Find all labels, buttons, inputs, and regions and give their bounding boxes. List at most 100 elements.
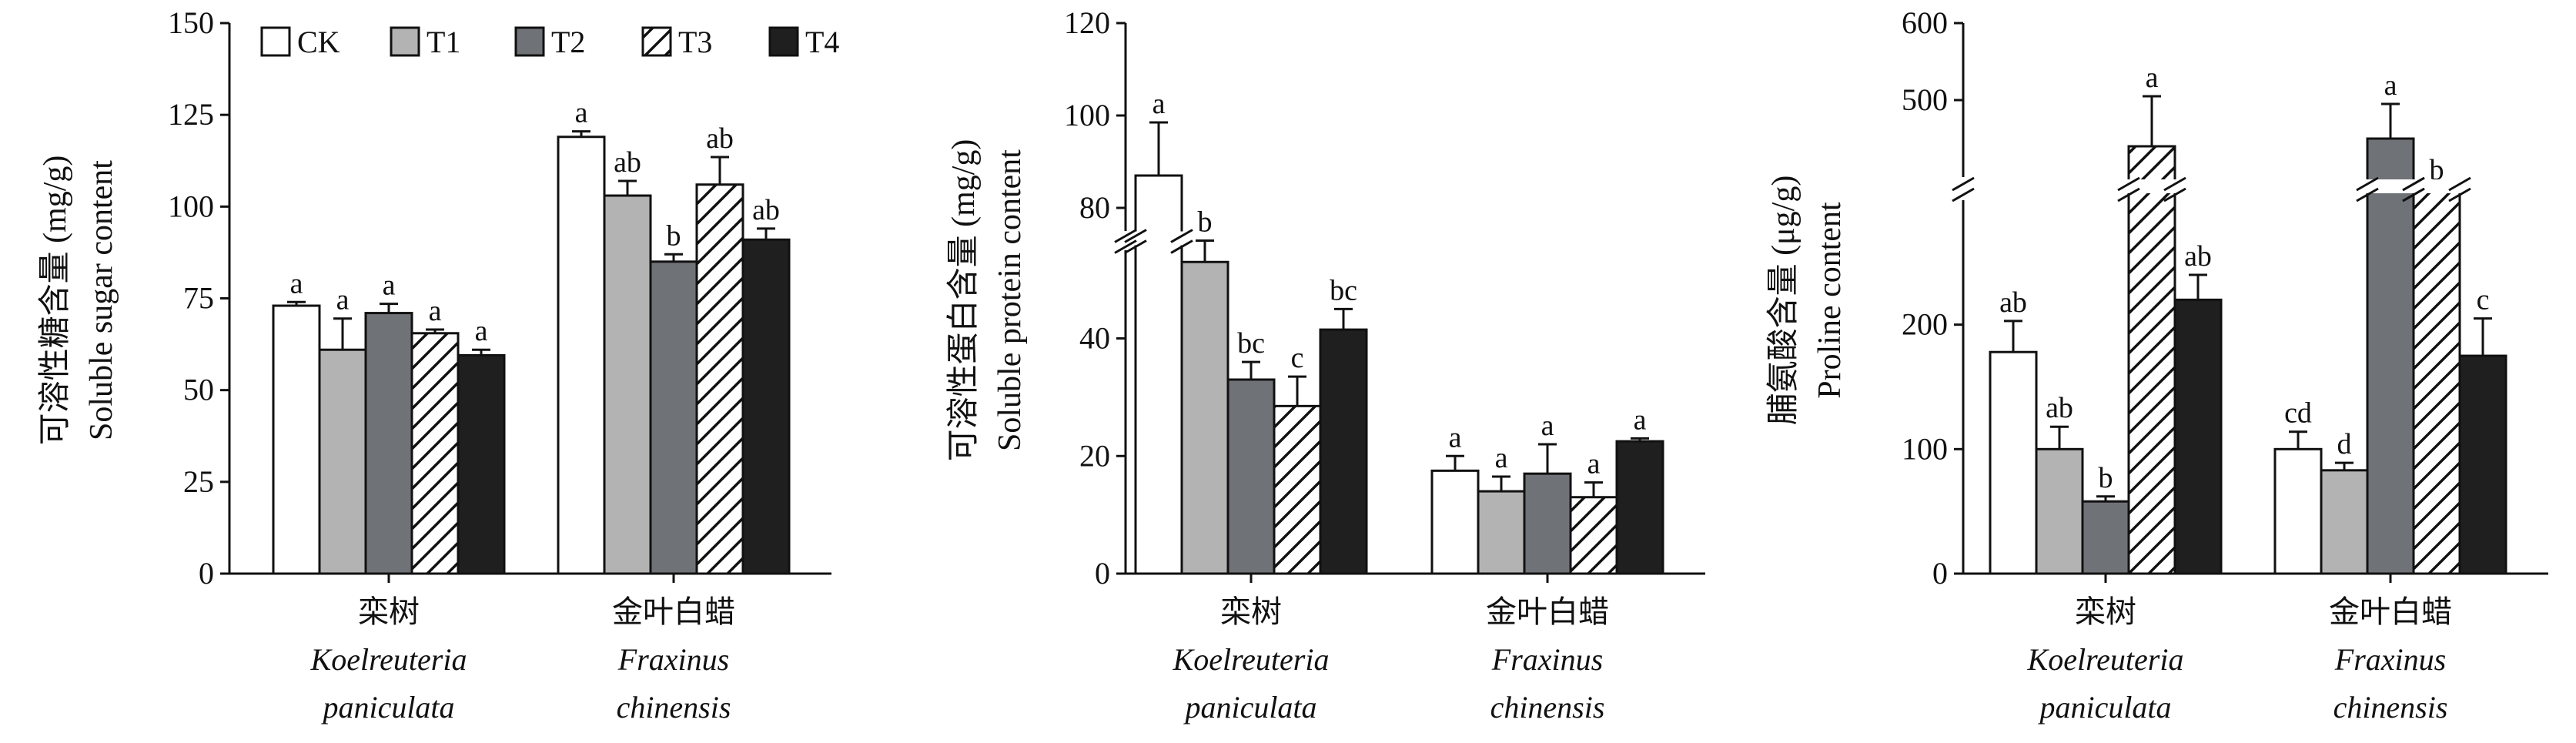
legend-swatch-T1	[390, 26, 420, 57]
y-tick-label: 150	[168, 5, 214, 40]
y-axis-label-en: Proline content	[1812, 202, 1848, 399]
y-axis-label-cn: 脯氨酸含量 (μg/g)	[1766, 176, 1802, 426]
legend-swatch-T3	[641, 26, 672, 57]
y-tick-label: 100	[168, 189, 214, 223]
significance-letter: ab	[706, 122, 734, 155]
group-label-latin: Koelreuteria	[310, 642, 467, 677]
significance-letter: ab	[1999, 286, 2027, 319]
legend-label: T1	[427, 25, 460, 59]
y-tick-label: 40	[1079, 321, 1110, 356]
legend-swatch-T4	[768, 26, 799, 57]
significance-letter: ab	[2046, 392, 2073, 424]
bar-break-mark	[2402, 176, 2425, 202]
significance-letter: a	[475, 315, 488, 347]
significance-letter: a	[1449, 421, 1462, 453]
group-label-latin: Fraxinus	[617, 642, 729, 677]
significance-letter: c	[1291, 342, 1304, 374]
bar-break-mark	[1124, 229, 1147, 254]
y-axis-label-en: Soluble sugar content	[84, 160, 119, 440]
bar-T1	[2320, 469, 2369, 575]
significance-letter: a	[575, 97, 588, 129]
bar-T1	[2035, 447, 2084, 575]
y-tick-label: 600	[1902, 5, 1948, 40]
y-tick-label: 80	[1079, 190, 1110, 225]
bar-break-mark	[2448, 176, 2471, 202]
significance-letter: ab	[614, 146, 641, 179]
chart-panel-1: 0 25 50 75 100 125 150 可溶性糖含量 (mg/g) Soluble sug…	[37, 5, 839, 725]
bar-T1	[1477, 490, 1526, 575]
significance-letter: a	[2384, 69, 2397, 102]
group-label-latin: paniculata	[1183, 690, 1316, 725]
bar-T3	[2412, 187, 2461, 575]
significance-letter: bc	[1237, 327, 1265, 360]
bar-break-mark	[2117, 176, 2140, 202]
bar-CK	[272, 304, 321, 575]
group-label-latin: Koelreuteria	[1173, 642, 1330, 677]
group-label-latin: Fraxinus	[2334, 642, 2446, 677]
bar-CK	[1989, 350, 2038, 575]
significance-letter: a	[1587, 448, 1601, 480]
legend-label: T3	[678, 25, 712, 59]
group-label-latin: chinensis	[617, 690, 731, 725]
bar-break-mark	[1170, 229, 1193, 254]
significance-letter: a	[1153, 88, 1166, 120]
bar-T2	[2366, 137, 2415, 575]
significance-letter: cd	[2284, 397, 2312, 430]
y-tick-label: 0	[1095, 556, 1110, 591]
y-tick-label: 100	[1064, 98, 1110, 132]
significance-letter: ab	[752, 194, 780, 226]
group-label-cn: 金叶白蜡	[1486, 594, 1609, 629]
bar-T4	[741, 238, 791, 575]
significance-letter: b	[2430, 154, 2444, 186]
y-tick-label: 0	[1932, 556, 1948, 591]
bar-T2	[1226, 378, 1276, 575]
bar-break-mark	[2163, 176, 2186, 202]
y-tick-label: 100	[1902, 431, 1948, 466]
bar-T4	[457, 353, 506, 575]
significance-letter: b	[667, 219, 681, 252]
y-tick-label: 75	[183, 281, 214, 316]
group-label-cn: 栾树	[358, 594, 420, 629]
y-tick-label: 25	[183, 464, 214, 499]
y-tick-label: 125	[168, 97, 214, 132]
y-axis-label-cn: 可溶性糖含量 (mg/g)	[37, 156, 73, 446]
bar-T3	[1569, 496, 1618, 575]
group-label-latin: Koelreuteria	[2027, 642, 2184, 677]
bar-T4	[1319, 328, 1368, 575]
bar-T1	[318, 348, 367, 575]
significance-letter: d	[2337, 428, 2352, 460]
chart-panel-3: 0 100 200 500 600 脯氨酸含量 (μg/g) Proline content…	[1766, 5, 2548, 725]
y-tick-label: 120	[1064, 5, 1110, 40]
significance-letter: a	[2146, 62, 2159, 94]
legend-swatch-T2	[514, 26, 545, 57]
group-label-cn: 栾树	[1220, 594, 1282, 629]
legend-swatch-CK	[260, 26, 291, 57]
group-label-latin: Fraxinus	[1491, 642, 1603, 677]
significance-letter: a	[336, 284, 350, 316]
significance-letter: c	[2477, 284, 2490, 316]
legend-label: T4	[805, 25, 839, 59]
y-tick-label: 20	[1079, 438, 1110, 473]
bar-T2	[2081, 500, 2130, 575]
bar-CK	[557, 136, 606, 575]
axis-break-mark	[1952, 176, 1975, 202]
chart-panel-2: 0 20 40 80 100 120 可溶性蛋白含量 (mg/g) Soluble prote…	[945, 5, 1705, 725]
significance-letter: ab	[2184, 240, 2212, 273]
bar-T2	[364, 312, 413, 575]
group-label-latin: paniculata	[2037, 690, 2171, 725]
bar-CK	[2273, 447, 2323, 575]
group-label-cn: 金叶白蜡	[2329, 594, 2452, 629]
group-label-cn: 金叶白蜡	[612, 594, 735, 629]
y-tick-label: 500	[1902, 82, 1948, 117]
y-axis-label-en: Soluble protein content	[992, 149, 1028, 451]
y-axis-label-cn: 可溶性蛋白含量 (mg/g)	[945, 139, 982, 462]
significance-letter: a	[1634, 403, 1647, 436]
axis-break-mark	[1114, 229, 1137, 254]
significance-letter: a	[383, 269, 396, 302]
significance-letter: bc	[1330, 274, 1357, 306]
bar-T4	[1615, 440, 1664, 575]
bar-T3	[2127, 145, 2176, 575]
bar-T1	[603, 194, 652, 575]
group-label-cn: 栾树	[2075, 594, 2136, 629]
bar-CK	[1430, 469, 1480, 575]
